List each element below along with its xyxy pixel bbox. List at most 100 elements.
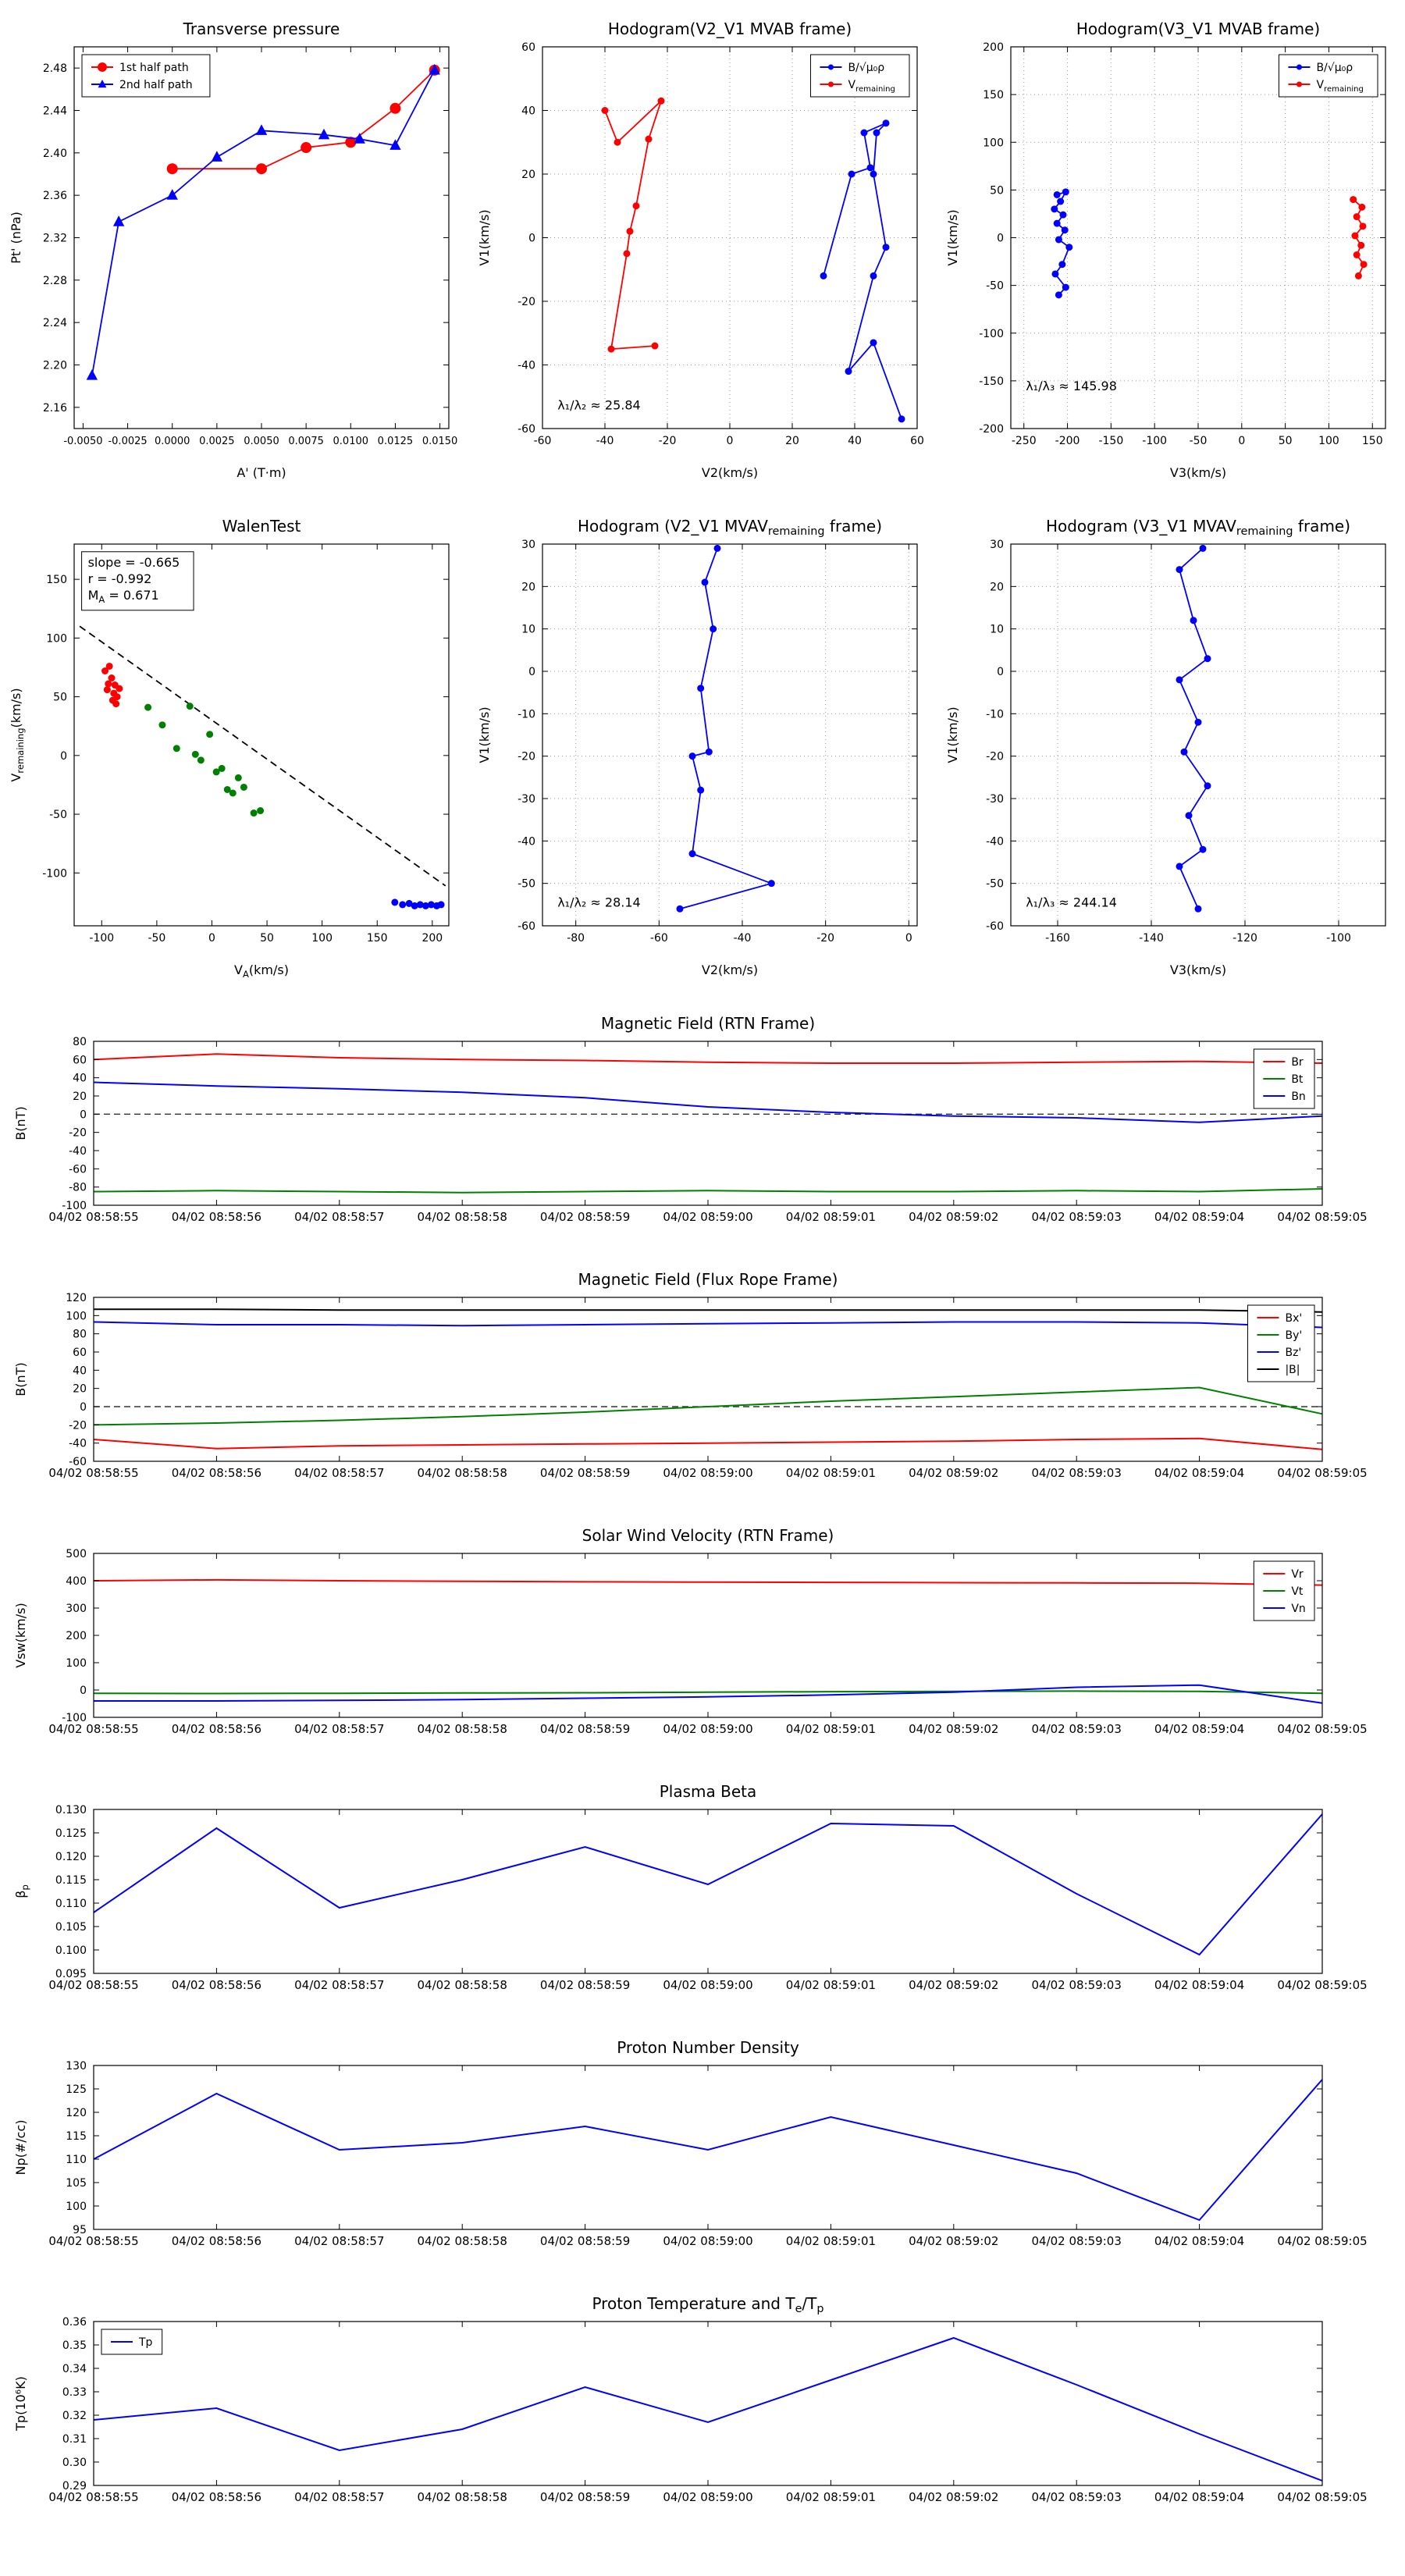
svg-text:Pt' (nPa): Pt' (nPa) [9,212,23,264]
svg-text:Vsw(km/s): Vsw(km/s) [13,1603,28,1667]
svg-text:04/02 08:58:55: 04/02 08:58:55 [48,1210,138,1224]
svg-text:-100: -100 [979,328,1004,340]
svg-text:0: 0 [60,750,67,763]
svg-text:04/02 08:58:57: 04/02 08:58:57 [294,2234,384,2248]
svg-text:04/02 08:58:58: 04/02 08:58:58 [418,2490,507,2504]
svg-text:500: 500 [66,1548,87,1560]
svg-text:04/02 08:59:04: 04/02 08:59:04 [1154,1722,1244,1736]
svg-text:-60: -60 [69,1456,87,1468]
svg-text:04/02 08:59:05: 04/02 08:59:05 [1277,1978,1367,1992]
svg-text:04/02 08:58:58: 04/02 08:58:58 [418,2234,507,2248]
svg-text:0: 0 [80,1108,87,1121]
svg-text:125: 125 [66,2083,87,2096]
svg-text:-60: -60 [69,1163,87,1176]
svg-text:04/02 08:58:55: 04/02 08:58:55 [48,2234,138,2248]
series-Bz' [93,1321,1323,1329]
svg-text:B/√μ₀ρ: B/√μ₀ρ [848,62,884,74]
svg-text:04/02 08:58:59: 04/02 08:58:59 [540,1210,630,1224]
svg-text:-20: -20 [69,1127,87,1140]
svg-text:04/02 08:59:04: 04/02 08:59:04 [1154,2234,1244,2248]
svg-text:2.24: 2.24 [43,317,67,329]
svg-text:λ₁/λ₃ ≈ 145.98: λ₁/λ₃ ≈ 145.98 [1026,379,1117,393]
svg-text:04/02 08:59:03: 04/02 08:59:03 [1032,1978,1122,1992]
svg-text:V2(km/s): V2(km/s) [702,465,758,480]
chart-hodogram-v3v1-mvab: -250 -200 -150 -100 -50 0 50 100 150 -200 -150 -100… [937,9,1405,489]
chart-magnetic-field-fluxrope: 04/02 08:58:55 04/02 08:58:56 04/02 08:58:… [0,1265,1405,1499]
svg-text:04/02 08:58:57: 04/02 08:58:57 [294,2490,384,2504]
svg-text:04/02 08:58:56: 04/02 08:58:56 [172,1466,261,1480]
svg-text:V3(km/s): V3(km/s) [1170,465,1226,480]
svg-text:40: 40 [73,1364,87,1377]
svg-text:20: 20 [73,1383,87,1396]
svg-text:100: 100 [46,632,67,645]
series-1 [101,662,123,708]
series-2 [144,703,265,817]
svg-text:04/02 08:58:55: 04/02 08:58:55 [48,1722,138,1736]
svg-text:-50: -50 [986,878,1004,891]
grid [542,46,918,429]
figure: -0.0050 -0.0025 0.0000 0.0025 0.0050 0.0075 0.… [0,9,1405,2504]
svg-text:V1(km/s): V1(km/s) [945,706,960,763]
svg-text:-30: -30 [986,793,1004,806]
svg-text:V2(km/s): V2(km/s) [702,962,758,977]
svg-text:110: 110 [66,2154,87,2166]
svg-text:04/02 08:58:58: 04/02 08:58:58 [418,1466,507,1480]
svg-text:04/02 08:58:59: 04/02 08:58:59 [540,1722,630,1736]
svg-text:-20: -20 [518,751,535,763]
svg-text:04/02 08:58:55: 04/02 08:58:55 [48,2490,138,2504]
svg-text:20: 20 [73,1091,87,1103]
grid [1011,543,1385,927]
legend: 1st half path 2nd half path [81,54,211,98]
svg-text:0.0025: 0.0025 [199,436,235,447]
svg-text:150: 150 [367,932,388,945]
svg-text:50: 50 [1279,435,1293,447]
svg-text:0.0000: 0.0000 [155,436,190,447]
svg-text:04/02 08:58:56: 04/02 08:58:56 [172,1978,261,1992]
svg-text:B(nT): B(nT) [13,1362,28,1396]
svg-text:04/02 08:59:02: 04/02 08:59:02 [909,2234,998,2248]
chart-transverse-pressure: -0.0050 -0.0025 0.0000 0.0025 0.0050 0.0075 0.… [0,9,468,489]
svg-text:04/02 08:59:03: 04/02 08:59:03 [1032,1722,1122,1736]
svg-text:1st half path: 1st half path [119,62,189,74]
svg-text:-20: -20 [986,751,1004,763]
svg-text:2nd half path: 2nd half path [119,79,193,91]
svg-text:130: 130 [66,2060,87,2073]
svg-text:0.0075: 0.0075 [288,436,324,447]
series-0 [93,1813,1323,1956]
svg-text:-60: -60 [518,920,535,933]
svg-text:04/02 08:59:01: 04/02 08:59:01 [786,1978,876,1992]
series-Vn [94,1684,1323,1704]
hodogram-v3v1-mvab-svg: -250 -200 -150 -100 -50 0 50 100 150 -200 -150 -100… [945,20,1386,480]
svg-text:-100: -100 [1326,932,1351,945]
svg-text:80: 80 [73,1036,87,1048]
svg-text:0.130: 0.130 [55,1804,87,1816]
svg-text:60: 60 [73,1347,87,1359]
series-0 [676,544,775,913]
svg-text:04/02 08:59:01: 04/02 08:59:01 [786,2490,876,2504]
svg-text:04/02 08:59:01: 04/02 08:59:01 [786,1210,876,1224]
svg-text:04/02 08:58:56: 04/02 08:58:56 [172,1210,261,1224]
plasma-beta-svg: 04/02 08:58:55 04/02 08:58:56 04/02 08:58:… [13,1782,1368,1992]
hodogram-v2v1-mvab-svg: -60 -40 -20 0 20 40 60 -60 -40 -20 0 20 40 60 Hodogram… [477,20,924,480]
svg-text:Bx': Bx' [1285,1312,1302,1325]
svg-text:40: 40 [848,435,862,447]
svg-text:04/02 08:58:59: 04/02 08:58:59 [540,2490,630,2504]
svg-text:Bz': Bz' [1285,1347,1301,1359]
svg-text:04/02 08:59:03: 04/02 08:59:03 [1032,2490,1122,2504]
svg-text:slope = -0.665: slope = -0.665 [88,555,180,570]
svg-text:04/02 08:59:05: 04/02 08:59:05 [1277,2234,1367,2248]
legend: Tp [101,2329,163,2355]
svg-text:λ₁/λ₂ ≈ 25.84: λ₁/λ₂ ≈ 25.84 [557,398,641,413]
svg-text:0.0150: 0.0150 [422,436,458,447]
svg-text:0: 0 [528,666,535,678]
svg-text:04/02 08:58:58: 04/02 08:58:58 [418,1978,507,1992]
svg-text:-40: -40 [518,835,535,848]
svg-text:20: 20 [521,581,535,593]
svg-text:Hodogram (V2_V1 MVAVremaining: Hodogram (V2_V1 MVAVremaining frame) [578,517,882,538]
svg-text:-50: -50 [49,809,67,821]
svg-text:0.125: 0.125 [55,1827,87,1840]
svg-text:By': By' [1285,1329,1302,1342]
series-0 [93,2079,1323,2222]
hodogram-row-2: -100 -50 0 50 100 150 200 -100 -50 0 50 100 150 Walen… [0,507,1405,987]
